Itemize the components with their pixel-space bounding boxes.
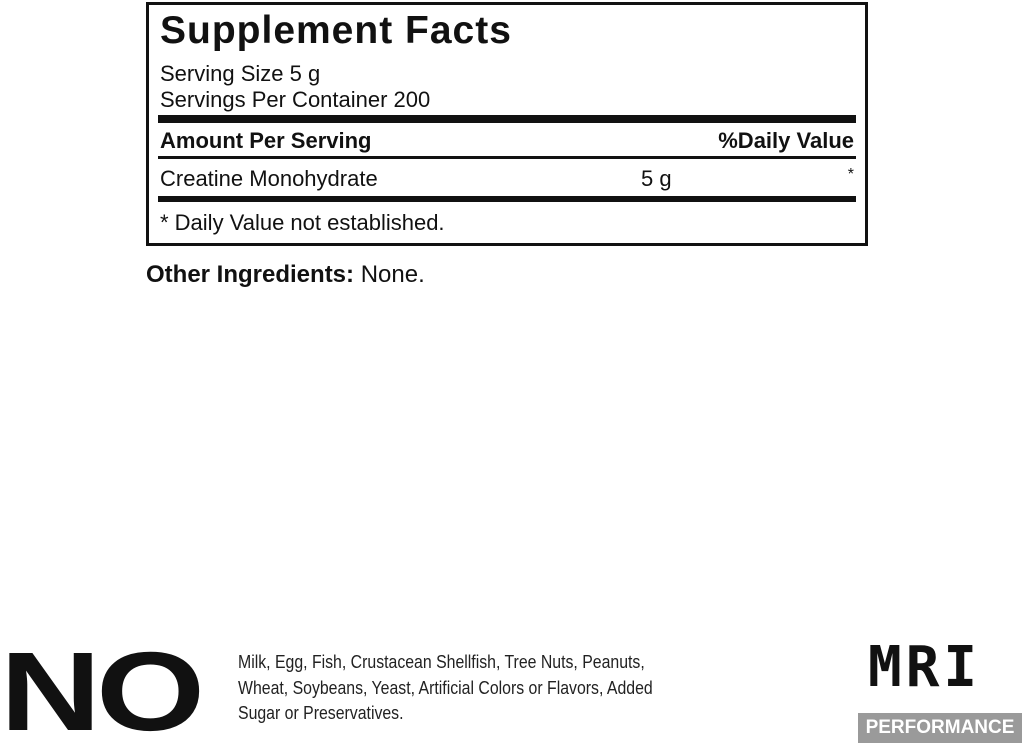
ingredient-dv: * <box>847 166 854 183</box>
thick-divider <box>158 115 856 123</box>
thin-divider <box>158 156 856 159</box>
ingredient-amount: 5 g <box>641 166 672 191</box>
servings-per-container: Servings Per Container 200 <box>160 87 431 112</box>
dv-header: %Daily Value <box>718 128 854 153</box>
footnote: * Daily Value not established. <box>160 210 445 235</box>
panel-title: Supplement Facts <box>160 9 512 52</box>
allergen-list: Milk, Egg, Fish, Crustacean Shellfish, T… <box>238 652 653 723</box>
ingredient-name: Creatine Monohydrate <box>160 166 378 191</box>
amount-header: Amount Per Serving <box>160 128 372 153</box>
serving-size: Serving Size 5 g <box>160 61 321 86</box>
supplement-facts-panel: Supplement Facts Serving Size 5 g Servin… <box>146 2 868 246</box>
brand-subtitle: PERFORMANCE <box>858 713 1022 743</box>
other-ingredients-label: Other Ingredients: <box>146 261 355 288</box>
brand-logo: MRI <box>868 635 982 700</box>
other-ingredients: Other Ingredients: None. <box>146 261 425 289</box>
other-ingredients-value: None. <box>354 261 425 288</box>
no-allergen-heading: NO <box>0 629 205 754</box>
thick-divider <box>158 196 856 202</box>
